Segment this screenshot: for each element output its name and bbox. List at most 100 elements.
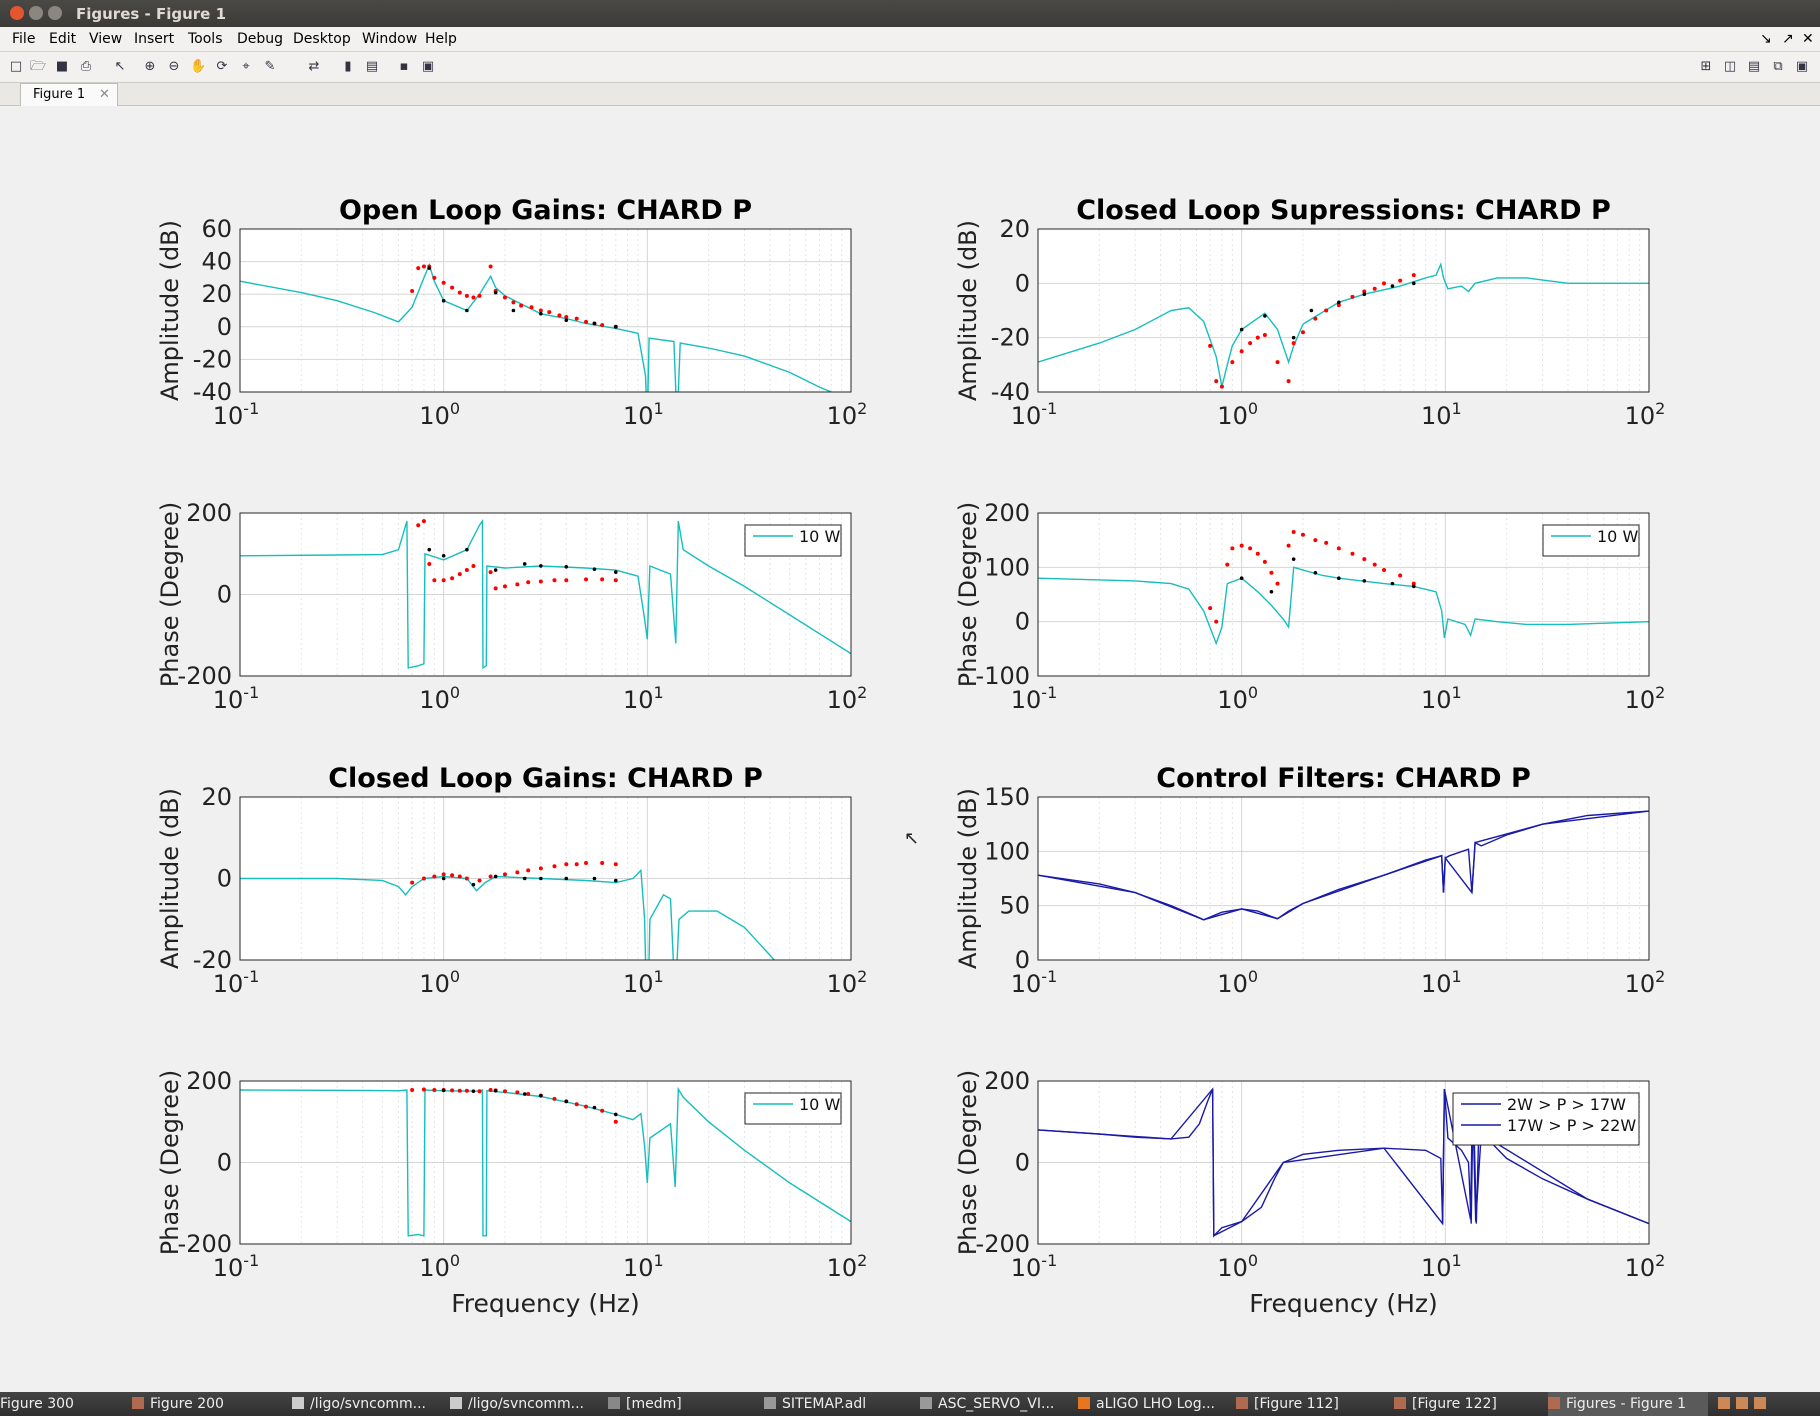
x-tick-label: 100	[419, 1251, 460, 1282]
tray-icon[interactable]	[1754, 1397, 1766, 1409]
y-axis-label: Amplitude (dB)	[954, 220, 982, 401]
open-file-icon[interactable]: 🗁	[30, 59, 47, 74]
measured-point-black	[592, 1105, 597, 1110]
matlab-icon	[1236, 1397, 1248, 1409]
task-item[interactable]: [Figure 122]	[1394, 1392, 1544, 1416]
x-axis-label: Frequency (Hz)	[1249, 1289, 1438, 1318]
series-line	[1038, 261, 1649, 387]
zoom-out-icon[interactable]: ⊖	[168, 59, 180, 74]
menu-insert[interactable]: Insert	[134, 31, 175, 47]
print-icon[interactable]: ⎙	[80, 59, 92, 74]
hide-tools-icon[interactable]: ▪	[399, 59, 409, 74]
show-tools-icon[interactable]: ▣	[421, 59, 435, 74]
window-icon	[764, 1397, 776, 1409]
measured-point-red	[574, 1102, 579, 1107]
menu-edit[interactable]: Edit	[49, 31, 77, 47]
axes-frame	[239, 796, 852, 961]
maximize-window-icon[interactable]	[48, 6, 62, 20]
tray-icon[interactable]	[1736, 1397, 1748, 1409]
menu-tools[interactable]: Tools	[188, 31, 223, 47]
task-item[interactable]: aLIGO LHO Log...	[1078, 1392, 1228, 1416]
zoom-in-icon[interactable]: ⊕	[144, 59, 156, 74]
close-figure-icon[interactable]: ✕	[1802, 31, 1814, 47]
close-window-icon[interactable]	[10, 6, 24, 20]
measured-point-red	[1248, 546, 1253, 551]
measured-point-black	[1337, 300, 1341, 305]
task-item[interactable]: Figure 300	[0, 1396, 74, 1412]
minimize-window-icon[interactable]	[29, 6, 43, 20]
new-file-icon[interactable]: □	[9, 59, 23, 74]
pointer-icon[interactable]: ↖	[114, 59, 126, 74]
save-icon[interactable]: ■	[55, 59, 69, 74]
dock-icon[interactable]: ↗	[1782, 31, 1794, 47]
measured-point-black	[592, 567, 597, 572]
measured-point-red	[1255, 551, 1260, 556]
measured-point-red	[1239, 543, 1244, 548]
float-icon[interactable]: ⧉	[1773, 59, 1783, 74]
menu-help[interactable]: Help	[425, 31, 457, 47]
task-item[interactable]: Figure 200	[132, 1392, 287, 1416]
window-title: Figures - Figure 1	[76, 5, 227, 23]
task-item[interactable]: ASC_SERVO_VI...	[920, 1392, 1070, 1416]
measured-point-black	[1309, 308, 1314, 313]
measured-point-red	[1291, 530, 1296, 535]
task-item-active[interactable]: Figures - Figure 1	[1548, 1392, 1708, 1416]
measured-point-black	[441, 553, 446, 558]
task-item[interactable]: /ligo/svncomm...	[292, 1392, 442, 1416]
legend-icon[interactable]: ▤	[365, 59, 379, 74]
maximize-pane-icon[interactable]: ▣	[1795, 59, 1809, 74]
measured-point-black	[1390, 284, 1395, 288]
measured-point-black	[427, 266, 432, 270]
measured-point-red	[1382, 281, 1387, 286]
measured-point-red	[547, 310, 552, 315]
measured-point-red	[613, 578, 618, 583]
undock-icon[interactable]: ↘	[1760, 31, 1772, 47]
menu-window[interactable]: Window	[362, 31, 418, 47]
measured-point-black	[564, 318, 569, 323]
pan-icon[interactable]: ✋	[190, 59, 207, 74]
measured-point-red	[1239, 349, 1244, 354]
measured-point-red	[450, 1088, 455, 1093]
tray-icon[interactable]	[1718, 1397, 1730, 1409]
task-item[interactable]: [medm]	[608, 1392, 758, 1416]
measured-point-red	[432, 578, 437, 583]
task-item[interactable]: /ligo/svncomm...	[450, 1392, 600, 1416]
measured-point-red	[1362, 289, 1367, 294]
measured-point-red	[613, 862, 618, 867]
measured-point-red	[600, 1108, 605, 1113]
menu-file[interactable]: File	[12, 31, 36, 47]
measured-point-red	[421, 876, 426, 881]
tab-close-icon[interactable]: ✕	[99, 87, 110, 102]
measured-point-black	[1263, 314, 1267, 318]
link-plot-icon[interactable]: ⇄	[308, 59, 320, 74]
task-item[interactable]: SITEMAP.adl	[764, 1392, 914, 1416]
measured-point-red	[432, 874, 437, 879]
brush-icon[interactable]: ✎	[264, 59, 276, 74]
legend-box	[744, 1092, 842, 1125]
tab-figure-1[interactable]: Figure 1 ✕	[20, 83, 118, 106]
measured-point-black	[539, 311, 543, 316]
task-item[interactable]: [Figure 112]	[1236, 1392, 1386, 1416]
measured-point-red	[1262, 332, 1267, 337]
tile-grid-icon[interactable]: ⊞	[1700, 59, 1712, 74]
menu-desktop[interactable]: Desktop	[293, 31, 351, 47]
y-tick-label: 150	[984, 783, 1030, 811]
tile-columns-icon[interactable]: ◫	[1723, 59, 1737, 74]
tile-rows-icon[interactable]: ▤	[1747, 59, 1761, 74]
measured-point-red	[1398, 278, 1403, 283]
rotate-icon[interactable]: ⟳	[216, 59, 228, 74]
measured-point-red	[613, 1119, 618, 1124]
x-tick-label: 101	[1421, 1251, 1462, 1282]
menu-view[interactable]: View	[89, 31, 123, 47]
colorbar-icon[interactable]: ▮	[344, 59, 352, 74]
menu-debug[interactable]: Debug	[237, 31, 284, 47]
legend: 10 W	[744, 524, 842, 557]
measured-point-red	[1219, 384, 1224, 389]
measured-point-black	[522, 562, 527, 566]
measured-point-black	[564, 876, 569, 881]
measured-point-red	[1269, 570, 1274, 575]
data-cursor-icon[interactable]: ⌖	[242, 59, 250, 74]
figure-canvas[interactable]: 10-1 100 101 102 -40 -20 0 20 40 60 Open Loop Gain…	[4, 106, 1816, 1386]
axes-frame	[1037, 796, 1650, 961]
measured-point-red	[1300, 330, 1305, 335]
